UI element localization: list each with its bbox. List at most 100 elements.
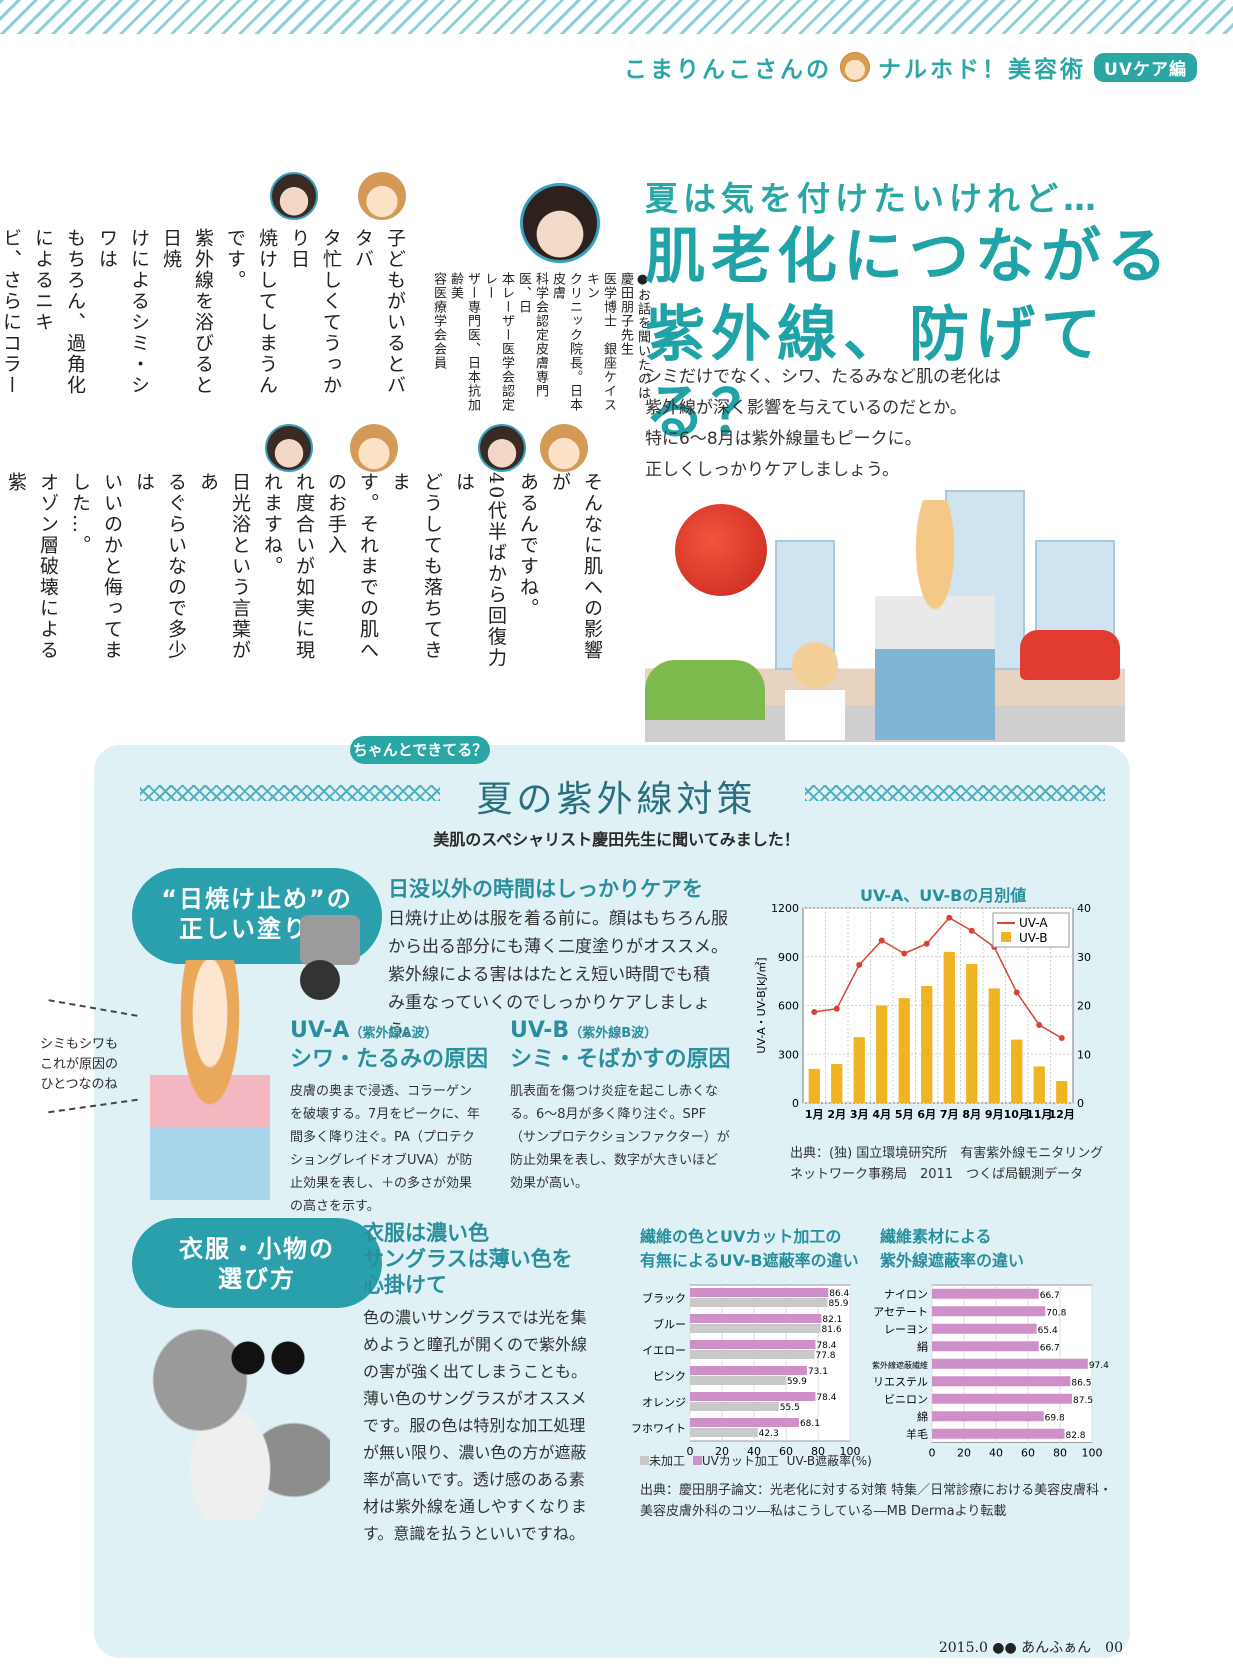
- legend-label: UVカット加工: [701, 1454, 779, 1468]
- profile-line: 医学博士 銀座ケイスキン: [584, 272, 616, 412]
- uvb-bar: [1056, 1081, 1068, 1103]
- uva-point: [856, 961, 863, 968]
- bar-value-label: 55.5: [780, 1403, 800, 1413]
- hero-lead: シミだけでなく、シワ、たるみなど肌の老化は 紫外線が深く影響を与えているのだとか…: [645, 362, 1001, 486]
- category-label: ナイロン: [884, 1288, 928, 1301]
- dialogue-line: けによるシミ・シワは: [96, 228, 150, 396]
- hero-subtitle: 夏は気を付けたいけれど…: [645, 179, 1101, 218]
- uvb-bar: [898, 998, 910, 1103]
- x-tick-label: 60: [1021, 1447, 1035, 1460]
- chart3-title: 繊維素材による 紫外線遮蔽率の違い: [880, 1225, 1024, 1273]
- category-label: 綿: [917, 1409, 928, 1423]
- dialogue-line: どうしても落ちてきま: [389, 472, 443, 661]
- body-line: を破壊する。7月をピークに、年: [290, 1107, 480, 1122]
- bar-value-label: 68.1: [800, 1419, 820, 1429]
- chart-legend: UV-AUV-B: [992, 912, 1070, 948]
- profile-line: 慶田朋子先生: [618, 272, 633, 356]
- body-line: 止効果を表し、＋の多さが効果: [290, 1176, 473, 1191]
- dialogue-line: 日光浴という言葉があ: [197, 472, 251, 661]
- chart-title-line: 繊維素材による: [880, 1227, 992, 1246]
- uv-monthly-chart: 0 300 600 900 1200 0 10 20 30 40 UV-A・UV-B[kJ/㎡] 1月…: [755, 902, 1091, 1121]
- panel-tag: ちゃんとできてる？: [350, 736, 490, 764]
- x-tick-label: 0: [929, 1447, 936, 1460]
- body-line: です。服の色は特別な加工処理: [363, 1416, 586, 1435]
- profile-line: ザー専門医、日本抗加齢美: [448, 272, 480, 412]
- dialogue-line: す。それまでの肌へのお手入: [325, 472, 379, 661]
- x-tick-label: 4月: [872, 1108, 891, 1121]
- sun-illustration: [675, 504, 767, 596]
- komarinko-avatar-icon: [350, 424, 398, 472]
- category-label: ブルー: [653, 1317, 686, 1331]
- body-line: 薄い色のサングラスがオススメ: [363, 1389, 587, 1408]
- x-tick-label: 20: [715, 1445, 729, 1458]
- y-left-tick-label: 600: [778, 1000, 799, 1013]
- chart2-title: 繊維の色とUVカット加工の 有無によるUV-B遮蔽率の違い: [640, 1225, 859, 1273]
- bar: [932, 1358, 1088, 1369]
- profile-line: 本レーザー医学会認定レー: [482, 272, 514, 412]
- uvb-subtitle: シミ・そばかすの原因: [510, 1047, 731, 1072]
- bar-value-label: 59.9: [787, 1377, 807, 1387]
- body-line: み重なっていくのでしっかりケアしましょう。: [388, 993, 711, 1041]
- sunscreen-bottle-icon: [300, 915, 360, 965]
- uvb-bar: [876, 1005, 888, 1103]
- hero-title-line1: 肌老化につながる: [645, 222, 1173, 292]
- bar-value-label: 66.7: [1040, 1291, 1060, 1301]
- uvb-bar: [808, 1068, 820, 1103]
- body-line: から出る部分にも薄く二度塗りがオススメ。: [388, 937, 728, 957]
- doctor-avatar-icon: [478, 424, 526, 472]
- chart2-3-source: 出典：慶田朋子論文：光老化に対する対策 特集／日常診療における美容皮膚科・ 美容…: [640, 1480, 1112, 1522]
- dialogue-line: るぐらいなので多少は: [133, 472, 187, 661]
- header-title-right: ナルホド！美容術: [878, 57, 1087, 83]
- profile-line: 科学会認定皮膚専門医、日: [516, 272, 548, 398]
- body-line: ショングレイドオブUVA）が防: [290, 1153, 473, 1168]
- bubble-line: 衣服・小物の: [179, 1235, 335, 1263]
- body-line: 肌表面を傷つけ炎症を起こし赤くな: [510, 1084, 719, 1099]
- bar-value-label: 69.8: [1045, 1413, 1065, 1423]
- x-tick-label: 0: [687, 1445, 694, 1458]
- bar: [690, 1288, 829, 1297]
- bar: [690, 1314, 822, 1323]
- body-line: 色の濃いサングラスでは光を集: [363, 1308, 587, 1327]
- x-tick-label: 80: [1053, 1447, 1067, 1460]
- body-line: の害が強く出てしまうことも。: [363, 1362, 588, 1381]
- uvb-bar: [831, 1064, 843, 1103]
- bar: [690, 1324, 821, 1333]
- body-line: る。6〜8月が多く降り注ぐ。SPF: [510, 1107, 707, 1122]
- page-header: こまりんこさんの ナルホド！美容術 UVケア編: [624, 50, 1197, 84]
- x-tick-label: 12月: [1049, 1108, 1075, 1121]
- woman-illustration: [150, 960, 270, 1200]
- body-line: 材は紫外線を通しやすくなりま: [363, 1497, 587, 1516]
- x-tick-label: 2月: [827, 1108, 846, 1121]
- bar-value-label: 77.8: [815, 1351, 835, 1361]
- uva-point: [878, 937, 885, 944]
- x-tick-label: 6月: [917, 1108, 936, 1121]
- bar-value-label: 42.3: [759, 1429, 779, 1439]
- hero-lead-line: 特に6〜8月は紫外線量もピークに。: [645, 429, 922, 449]
- x-tick-label: 3月: [850, 1108, 869, 1121]
- source-line: ネットワーク事務局 2011 つくば局観測データ: [790, 1167, 1084, 1182]
- uva-point: [1036, 1022, 1043, 1028]
- heading-line: 心掛けて: [363, 1273, 447, 1297]
- category-label: ビニロン: [884, 1393, 928, 1406]
- bar-value-label: 82.1: [822, 1315, 842, 1325]
- uvb-bar: [988, 988, 1000, 1103]
- dialogue-line: オゾン層破壊による紫: [5, 472, 59, 661]
- body-line: 日焼け止めは服を着る前に。顔はもちろん服: [388, 909, 728, 929]
- mother-illustration: [875, 500, 995, 740]
- body-line: の高さを示す。: [290, 1199, 380, 1214]
- body-line: 紫外線による害ははたとえ短い時間でも積: [388, 965, 711, 985]
- header-badge: UVケア編: [1094, 52, 1197, 82]
- chart-title-line: 繊維の色とUVカット加工の: [640, 1227, 842, 1246]
- hero-title: 肌老化につながる 紫外線、防げてる？: [645, 218, 1233, 452]
- bar-value-label: 78.4: [816, 1393, 836, 1403]
- profile-line: 容医療学会会員: [431, 272, 446, 370]
- x-tick-label: 5月: [895, 1108, 914, 1121]
- category-label: イエロー: [642, 1344, 686, 1357]
- y-left-tick-label: 900: [778, 951, 799, 964]
- komarinko-avatar-icon: [540, 424, 588, 472]
- bar: [932, 1411, 1044, 1422]
- uvb-heading: UV-B（紫外線B波） シミ・そばかすの原因: [510, 1018, 730, 1073]
- uvb-body: 肌表面を傷つけ炎症を起こし赤くな る。6〜8月が多く降り注ぐ。SPF （サンプロ…: [510, 1080, 730, 1195]
- sunscreen-cap-icon: [300, 960, 340, 1000]
- y-left-tick-label: 300: [778, 1048, 799, 1061]
